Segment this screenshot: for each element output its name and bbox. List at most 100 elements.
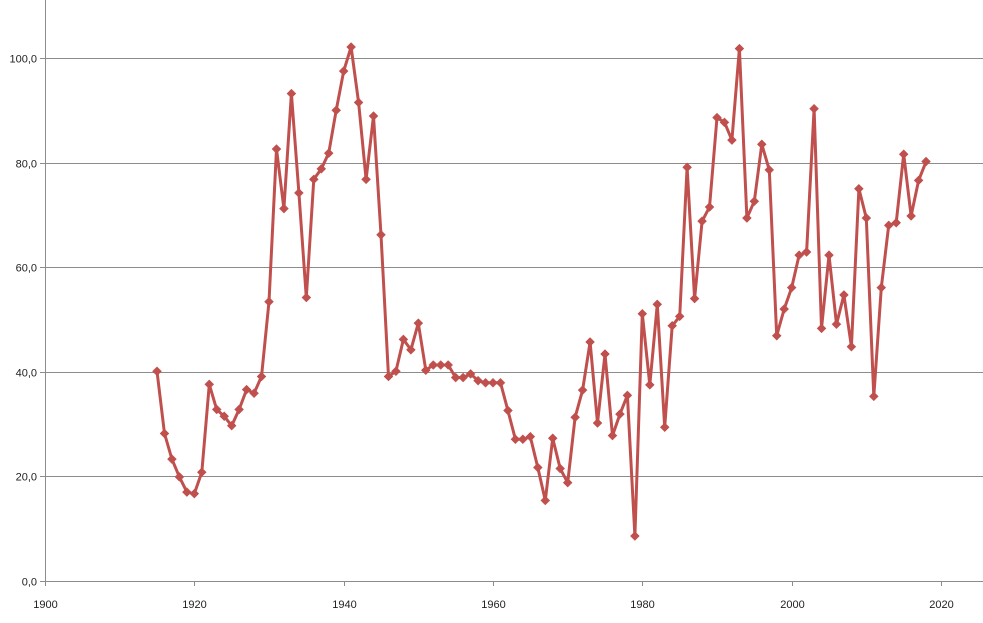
data-point-marker — [279, 203, 289, 214]
data-point-marker — [346, 42, 356, 52]
data-point-marker — [913, 175, 924, 186]
data-point-marker — [906, 211, 916, 221]
data-point-marker — [652, 299, 663, 310]
data-point-marker — [211, 404, 222, 415]
data-point-marker — [883, 220, 894, 231]
data-point-marker — [301, 292, 312, 303]
data-point-marker — [443, 360, 454, 370]
data-point-marker — [622, 390, 633, 401]
data-point-marker — [204, 379, 215, 390]
data-point-marker — [801, 247, 812, 257]
data-point-marker — [241, 384, 252, 395]
data-point-marker — [376, 229, 386, 240]
data-point-marker — [727, 135, 737, 145]
data-point-marker — [794, 250, 804, 261]
x-tick-label: 1920 — [182, 599, 206, 611]
data-point-marker — [786, 282, 797, 293]
data-point-marker — [742, 213, 752, 223]
data-point-marker — [630, 531, 640, 541]
data-point-marker — [779, 304, 790, 314]
data-point-marker — [361, 174, 371, 185]
x-axis-tick-labels: 1900 1920 1940 1960 1980 2000 2020 — [33, 599, 953, 611]
data-point-marker — [331, 105, 342, 116]
x-tick-label: 1960 — [481, 599, 505, 611]
y-tick-label: 100,0 — [9, 54, 37, 66]
data-point-marker — [495, 377, 506, 388]
data-point-marker — [689, 293, 700, 304]
data-point-marker — [391, 366, 401, 377]
data-point-marker — [644, 380, 655, 390]
data-point-marker — [406, 344, 416, 355]
data-point-marker — [704, 202, 715, 212]
data-point-marker — [256, 371, 267, 382]
data-point-marker — [219, 411, 230, 422]
data-point-marker — [891, 217, 902, 228]
data-point-marker — [861, 213, 872, 223]
y-tick-label: 60,0 — [16, 263, 37, 275]
data-point-marker — [234, 404, 244, 415]
data-point-marker — [712, 112, 722, 123]
data-point-marker — [435, 360, 446, 370]
data-point-marker — [734, 43, 745, 54]
data-point-marker — [398, 334, 409, 345]
data-point-marker — [525, 431, 536, 442]
series-line-layer — [155, 45, 928, 538]
data-point-marker — [682, 162, 692, 173]
data-point-marker — [756, 139, 767, 150]
data-point-marker — [868, 391, 879, 402]
data-point-marker — [697, 216, 707, 227]
data-point-marker — [249, 388, 259, 399]
data-point-marker — [809, 103, 819, 114]
data-point-marker — [615, 409, 625, 420]
data-point-marker — [294, 188, 304, 198]
data-point-marker — [585, 337, 595, 347]
data-point-marker — [152, 366, 162, 377]
data-point-marker — [637, 308, 648, 319]
data-point-marker — [667, 320, 678, 331]
data-point-marker — [226, 420, 237, 431]
series-line — [155, 45, 928, 538]
x-tick-label: 1980 — [630, 599, 654, 611]
data-point-marker — [600, 349, 610, 359]
data-point-marker — [308, 174, 319, 185]
y-tick-label: 20,0 — [16, 472, 37, 484]
data-point-marker — [503, 405, 513, 416]
data-point-marker — [368, 111, 379, 121]
x-tick-label: 1900 — [33, 599, 57, 611]
data-point-marker — [659, 422, 670, 433]
x-tick-label: 2000 — [780, 599, 804, 611]
y-axis-tick-labels: 0,0 20,0 40,0 60,0 80,0 100,0 — [9, 54, 37, 589]
data-point-marker — [271, 144, 282, 154]
data-point-marker — [592, 418, 603, 428]
x-tick-label: 2020 — [929, 599, 953, 611]
y-tick-label: 80,0 — [16, 159, 37, 171]
data-point-marker — [749, 196, 760, 207]
data-point-marker — [174, 472, 185, 482]
data-point-marker — [518, 434, 528, 445]
data-point-marker — [570, 412, 580, 423]
data-point-marker — [824, 250, 834, 261]
data-point-marker — [420, 365, 431, 376]
data-point-marker — [480, 377, 491, 388]
data-point-marker — [450, 372, 461, 383]
data-point-marker — [816, 323, 827, 334]
data-point-marker — [607, 430, 618, 441]
y-tick-label: 0,0 — [22, 577, 37, 589]
data-point-marker — [167, 454, 177, 464]
data-point-marker — [921, 156, 931, 167]
data-point-marker — [510, 434, 521, 445]
data-point-marker — [473, 375, 483, 386]
data-point-marker — [264, 296, 274, 307]
data-point-marker — [286, 88, 297, 99]
series-markers — [152, 42, 931, 541]
data-point-marker — [316, 164, 327, 174]
grid-lines — [45, 58, 983, 477]
data-point-marker — [458, 372, 468, 383]
data-point-marker — [189, 488, 200, 499]
data-point-marker — [876, 282, 887, 293]
data-point-marker — [428, 360, 439, 370]
data-point-marker — [338, 66, 349, 76]
data-point-marker — [839, 290, 849, 300]
